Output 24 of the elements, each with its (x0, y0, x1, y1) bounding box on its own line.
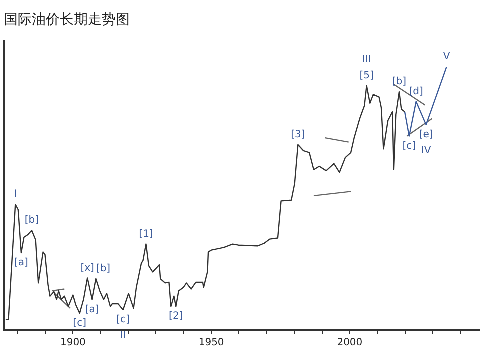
annotation: [d] (409, 86, 424, 98)
annotation: III (362, 54, 372, 66)
annotation: [a] (85, 304, 100, 316)
annotation: [5] (360, 70, 374, 82)
annotation: I (14, 189, 18, 200)
x-tick-label: 2000 (337, 338, 363, 349)
annotation: V (443, 52, 450, 63)
x-tick-label: 1950 (198, 338, 224, 349)
x-tick-label: 1900 (60, 338, 86, 349)
annotation: [b] (96, 264, 111, 275)
annotation: [e] (419, 130, 434, 141)
annotation: [2] (169, 311, 184, 322)
annotation: II (120, 330, 126, 342)
annotation: [b] (24, 215, 40, 226)
annotation: [c] (402, 140, 416, 152)
annotation: [1] (139, 228, 154, 240)
annotation: [3] (291, 130, 306, 141)
annotation: [c] (73, 318, 87, 330)
annotation: [c] (116, 314, 130, 326)
annotation: [b] (392, 76, 407, 88)
annotation: [a] (14, 258, 28, 269)
chart-title: 国际油价长期走势图 (4, 12, 130, 28)
annotation: IV (421, 146, 432, 157)
annotation: [x] (80, 262, 95, 274)
